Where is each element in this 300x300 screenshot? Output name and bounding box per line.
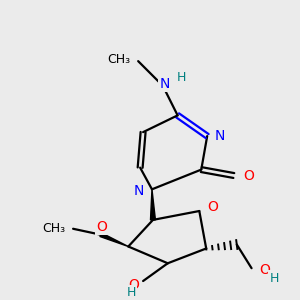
Text: H: H (177, 71, 186, 84)
Text: O: O (96, 220, 107, 234)
Text: H: H (269, 272, 279, 285)
Text: N: N (215, 129, 226, 143)
Text: CH₃: CH₃ (107, 53, 130, 66)
Text: O: O (207, 200, 218, 214)
Polygon shape (151, 189, 155, 220)
Text: N: N (134, 184, 144, 198)
Text: H: H (127, 286, 136, 299)
Text: O: O (128, 278, 139, 292)
Polygon shape (100, 233, 128, 247)
Text: N: N (160, 77, 170, 91)
Text: CH₃: CH₃ (42, 222, 65, 235)
Text: O: O (260, 263, 270, 277)
Text: O: O (244, 169, 254, 182)
